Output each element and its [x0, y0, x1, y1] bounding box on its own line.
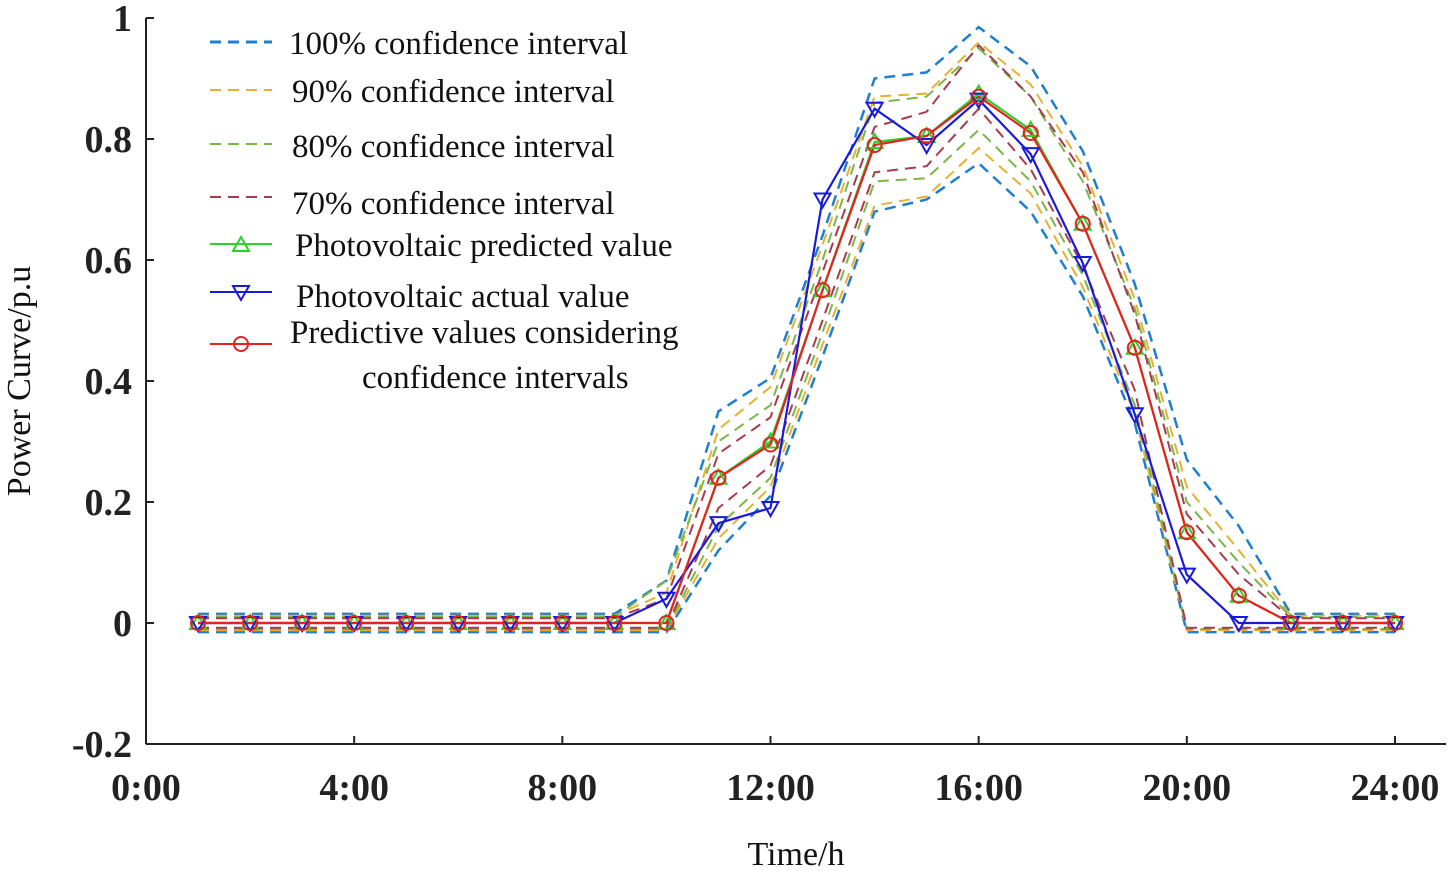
band-upper-line: [198, 43, 1395, 620]
y-axis-title: Power Curve/p.u: [1, 266, 38, 496]
data-point-circle: [1230, 587, 1247, 604]
x-tick-label: 24:00: [1351, 767, 1440, 809]
data-point-triangle-down: [1073, 256, 1093, 274]
data-point-circle: [190, 615, 207, 631]
band-lower-line: [198, 146, 1395, 632]
y-tick-label: 0.8: [85, 119, 133, 161]
data-point-circle: [450, 615, 467, 631]
y-tick-label: 0.2: [85, 482, 133, 524]
legend-label-actual: Photovoltaic actual value: [296, 279, 630, 315]
y-tick-label: 1: [113, 0, 132, 40]
data-point-circle: [918, 127, 935, 144]
data-point-circle: [762, 436, 779, 453]
data-point-triangle-down: [708, 516, 729, 534]
x-tick-label: 20:00: [1143, 767, 1232, 809]
data-point-triangle-down: [656, 591, 677, 609]
legend-label-predicted: Photovoltaic predicted value: [295, 228, 673, 264]
data-point-circle: [502, 615, 519, 631]
legend-label-considering-line1: Predictive values considering: [290, 315, 679, 351]
band-lower-line: [198, 161, 1395, 634]
data-point-circle: [606, 615, 623, 631]
series-line: [198, 95, 1395, 625]
data-point-triangle-up: [864, 132, 885, 150]
x-axis-title: Time/h: [747, 836, 844, 871]
x-tick-label: 4:00: [319, 767, 389, 809]
band-lower-line: [198, 107, 1395, 629]
marker-layer: [188, 83, 1405, 634]
band-upper-line: [198, 25, 1395, 616]
x-tick-label: 12:00: [726, 767, 815, 809]
data-point-circle: [1074, 215, 1091, 232]
data-point-circle: [346, 615, 363, 631]
data-point-triangle-down: [760, 501, 781, 519]
data-point-circle: [398, 615, 415, 631]
axis-ticks: -0.2 0 0.2 0.4 0.6 0.8 1 0:00 4:00 8:00 12:00 16:00…: [72, 0, 1439, 809]
legend-marker-circle-icon: [233, 336, 249, 352]
y-tick-label: -0.2: [72, 724, 132, 766]
band-upper-line: [198, 40, 1395, 617]
data-point-triangle-down: [864, 101, 885, 119]
data-point-triangle-down: [1125, 407, 1145, 425]
legend: 100% confidence interval 90% confidence …: [210, 26, 679, 396]
y-tick-label: 0.4: [85, 361, 133, 403]
data-point-circle: [814, 282, 831, 299]
y-tick-label: 0.6: [85, 240, 133, 282]
data-point-triangle-up: [760, 431, 781, 449]
data-point-circle: [242, 615, 259, 631]
legend-marker-triangle-up-icon: [231, 234, 251, 252]
data-point-triangle-up: [968, 83, 989, 101]
data-point-circle: [554, 615, 571, 631]
data-point-circle: [1126, 339, 1143, 356]
data-point-circle: [1334, 615, 1351, 631]
legend-label-80: 80% confidence interval: [292, 129, 615, 165]
data-point-triangle-down: [1020, 147, 1041, 165]
data-point-triangle-down: [1229, 616, 1249, 634]
legend-label-90: 90% confidence interval: [292, 74, 615, 110]
legend-marker-triangle-down-icon: [231, 285, 251, 303]
data-point-triangle-down: [812, 192, 833, 210]
data-point-triangle-down: [968, 92, 989, 110]
series-layer: [198, 25, 1395, 634]
data-point-circle: [294, 615, 311, 631]
data-point-circle: [1387, 615, 1403, 631]
data-point-circle: [710, 469, 727, 486]
x-tick-label: 16:00: [934, 767, 1023, 809]
data-point-triangle-up: [1020, 119, 1041, 137]
legend-label-considering-line2: confidence intervals: [362, 360, 629, 396]
legend-label-100: 100% confidence interval: [289, 26, 628, 62]
data-point-circle: [1178, 524, 1195, 541]
legend-label-70: 70% confidence interval: [292, 186, 615, 222]
data-point-circle: [1282, 615, 1299, 631]
data-point-triangle-down: [1177, 567, 1197, 585]
data-point-circle: [1022, 124, 1039, 141]
x-tick-label: 0:00: [111, 767, 181, 809]
y-tick-label: 0: [113, 603, 132, 645]
x-tick-label: 8:00: [528, 767, 598, 809]
data-point-circle: [658, 615, 675, 631]
data-point-circle: [866, 137, 883, 154]
data-point-triangle-down: [916, 138, 937, 156]
data-point-circle: [970, 88, 987, 105]
